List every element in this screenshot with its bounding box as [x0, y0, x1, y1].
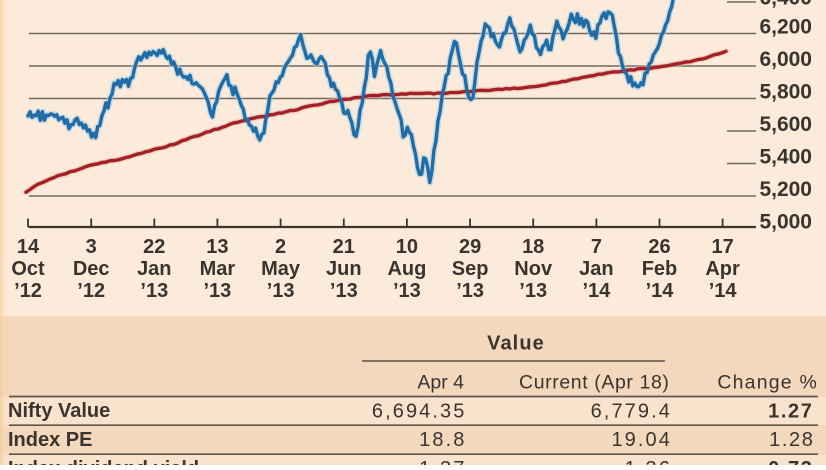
svg-text:May: May — [261, 258, 301, 280]
svg-text:’13: ’13 — [140, 280, 168, 302]
svg-text:Dec: Dec — [73, 258, 110, 280]
svg-text:’13: ’13 — [267, 280, 295, 302]
svg-text:5,800: 5,800 — [759, 81, 812, 104]
svg-text:6,779.4: 6,779.4 — [591, 401, 672, 423]
svg-text:5,200: 5,200 — [759, 178, 812, 201]
svg-text:Index PE: Index PE — [8, 429, 92, 451]
svg-text:’13: ’13 — [456, 280, 484, 302]
svg-text:’14: ’14 — [709, 280, 738, 302]
svg-text:’13: ’13 — [203, 280, 231, 302]
svg-text:Mar: Mar — [200, 258, 236, 280]
svg-text:Oct: Oct — [11, 258, 45, 280]
svg-text:0.73: 0.73 — [768, 458, 813, 465]
svg-text:6,694.35: 6,694.35 — [372, 401, 467, 423]
svg-text:’12: ’12 — [77, 280, 105, 302]
svg-text:3: 3 — [86, 236, 97, 258]
svg-text:5,400: 5,400 — [759, 146, 812, 169]
svg-text:Apr: Apr — [705, 258, 740, 280]
svg-text:17: 17 — [711, 236, 733, 258]
svg-text:19.04: 19.04 — [611, 429, 672, 451]
svg-text:Jun: Jun — [326, 258, 362, 280]
svg-text:Jan: Jan — [579, 258, 613, 280]
svg-text:Current (Apr 18): Current (Apr 18) — [519, 372, 669, 394]
svg-text:2: 2 — [275, 236, 286, 258]
svg-text:Feb: Feb — [642, 258, 678, 280]
svg-text:1.36: 1.36 — [625, 458, 672, 465]
svg-text:7: 7 — [591, 236, 602, 258]
svg-text:Jan: Jan — [137, 258, 171, 280]
svg-text:’14: ’14 — [582, 280, 611, 302]
svg-text:6,400: 6,400 — [759, 0, 812, 10]
svg-text:Nifty Value: Nifty Value — [8, 400, 110, 422]
svg-text:1.28: 1.28 — [769, 429, 814, 451]
svg-text:6,000: 6,000 — [759, 48, 812, 71]
svg-text:Nov: Nov — [514, 258, 553, 280]
svg-text:’12: ’12 — [14, 280, 42, 302]
svg-text:5,600: 5,600 — [759, 113, 812, 136]
svg-text:’13: ’13 — [519, 280, 547, 302]
svg-text:1.37: 1.37 — [419, 458, 466, 465]
svg-text:29: 29 — [459, 236, 481, 258]
svg-text:1.27: 1.27 — [768, 401, 813, 423]
svg-text:Apr 4: Apr 4 — [417, 372, 464, 394]
svg-text:13: 13 — [206, 236, 228, 258]
svg-text:Index dividend yield: Index dividend yield — [8, 458, 199, 465]
svg-text:’13: ’13 — [393, 280, 421, 302]
svg-text:Value: Value — [487, 333, 545, 355]
svg-text:6,200: 6,200 — [759, 16, 812, 39]
svg-text:22: 22 — [143, 236, 165, 258]
svg-text:10: 10 — [396, 236, 418, 258]
svg-text:14: 14 — [17, 236, 40, 258]
svg-text:’14: ’14 — [646, 280, 675, 302]
svg-text:18.8: 18.8 — [419, 429, 466, 451]
svg-text:18: 18 — [522, 236, 544, 258]
svg-text:Sep: Sep — [452, 258, 489, 280]
svg-text:26: 26 — [648, 236, 670, 258]
svg-text:Aug: Aug — [387, 258, 426, 280]
svg-text:’13: ’13 — [330, 280, 358, 302]
svg-text:21: 21 — [333, 236, 355, 258]
svg-text:5,000: 5,000 — [759, 211, 812, 234]
svg-text:Change %: Change % — [717, 372, 818, 394]
